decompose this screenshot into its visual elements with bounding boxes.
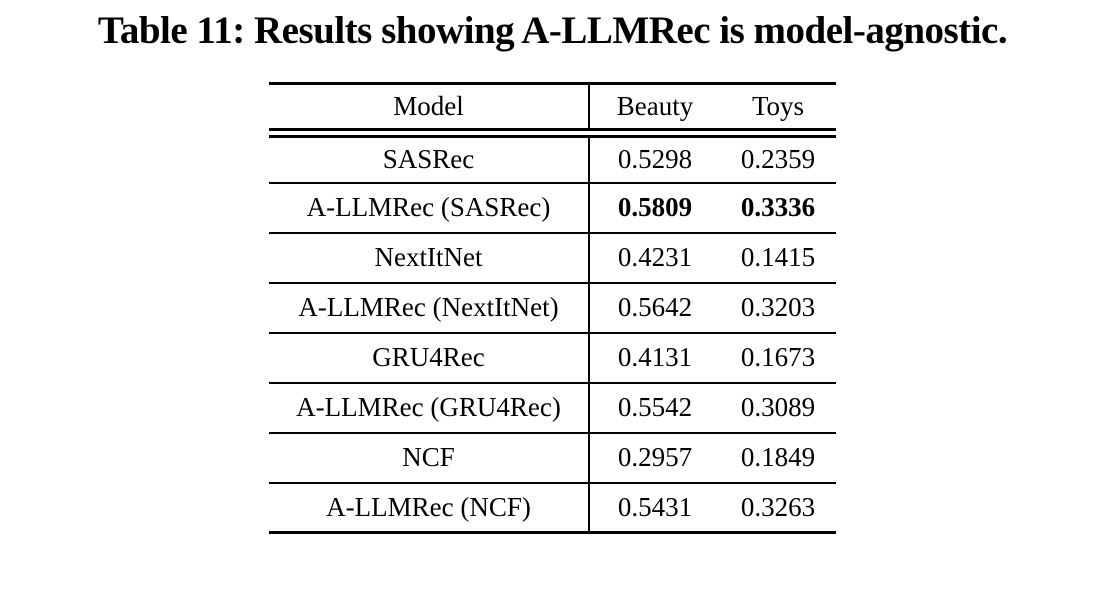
column-header-toys: Toys xyxy=(751,90,805,121)
toys-cell: 0.1415 xyxy=(740,242,816,272)
header-row: Model Beauty Toys xyxy=(269,83,836,133)
model-cell: A-LLMRec (NextItNet) xyxy=(298,292,559,322)
toys-cell: 0.2359 xyxy=(740,144,816,174)
table-row: A-LLMRec (NextItNet) 0.5642 0.3203 xyxy=(269,282,836,333)
results-table: Model Beauty Toys SASRec 0.5298 0.2359 A… xyxy=(269,82,836,534)
table-row: GRU4Rec 0.4131 0.1673 xyxy=(269,332,836,383)
table-row: NCF 0.2957 0.1849 xyxy=(269,432,836,483)
beauty-cell: 0.5298 xyxy=(588,132,720,183)
model-cell: NCF xyxy=(402,442,455,472)
column-header-beauty: Beauty xyxy=(588,83,720,133)
toys-cell: 0.3089 xyxy=(740,392,816,422)
beauty-cell: 0.4231 xyxy=(588,232,720,283)
model-cell: A-LLMRec (GRU4Rec) xyxy=(296,392,561,422)
table-body: SASRec 0.5298 0.2359 A-LLMRec (SASRec) 0… xyxy=(269,132,836,533)
table-row: SASRec 0.5298 0.2359 xyxy=(269,132,836,183)
model-cell: GRU4Rec xyxy=(372,342,485,372)
beauty-cell: 0.2957 xyxy=(588,432,720,483)
toys-cell: 0.3336 xyxy=(740,192,816,222)
beauty-cell: 0.5542 xyxy=(588,382,720,433)
beauty-cell: 0.5431 xyxy=(588,482,720,533)
beauty-cell: 0.4131 xyxy=(588,332,720,383)
toys-cell: 0.1849 xyxy=(740,442,816,472)
toys-cell: 0.3203 xyxy=(740,292,816,322)
model-cell: NextItNet xyxy=(374,242,483,272)
table-caption: Table 11: Results showing A-LLMRec is mo… xyxy=(97,9,1008,52)
model-cell: A-LLMRec (NCF) xyxy=(326,491,531,522)
table-header: Model Beauty Toys xyxy=(269,83,836,133)
table-row: A-LLMRec (NCF) 0.5431 0.3263 xyxy=(269,482,836,533)
toys-cell: 0.3263 xyxy=(740,491,816,522)
table-row: NextItNet 0.4231 0.1415 xyxy=(269,232,836,283)
toys-cell: 0.1673 xyxy=(740,342,816,372)
table-row: A-LLMRec (GRU4Rec) 0.5542 0.3089 xyxy=(269,382,836,433)
model-cell: SASRec xyxy=(382,144,475,174)
column-header-model: Model xyxy=(393,90,464,121)
beauty-cell: 0.5642 xyxy=(588,282,720,333)
model-cell: A-LLMRec (SASRec) xyxy=(306,192,551,222)
beauty-cell: 0.5809 xyxy=(588,182,720,233)
table-row: A-LLMRec (SASRec) 0.5809 0.3336 xyxy=(269,182,836,233)
